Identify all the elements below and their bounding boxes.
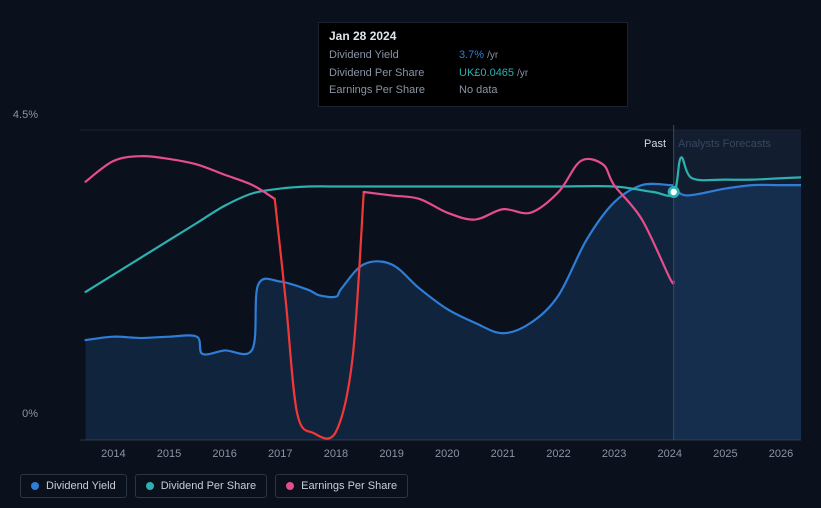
- legend-label: Dividend Yield: [46, 480, 116, 492]
- tooltip-value: No data: [459, 82, 501, 100]
- x-tick-label: 2024: [658, 448, 682, 460]
- tooltip-title: Jan 28 2024: [329, 29, 617, 43]
- x-tick-label: 2023: [602, 448, 626, 460]
- legend-dot-icon: [31, 482, 39, 490]
- tooltip-row: Dividend Yield3.7%/yr: [329, 47, 617, 65]
- legend-label: Earnings Per Share: [301, 480, 397, 492]
- tooltip-unit: /yr: [517, 68, 528, 79]
- x-tick-label: 2017: [268, 448, 292, 460]
- legend-dot-icon: [146, 482, 154, 490]
- tooltip-row: Earnings Per ShareNo data: [329, 82, 617, 100]
- tooltip-key: Dividend Per Share: [329, 65, 459, 83]
- x-tick-label: 2019: [379, 448, 403, 460]
- legend-dot-icon: [286, 482, 294, 490]
- tooltip-value: UK£0.0465/yr: [459, 65, 528, 83]
- legend-item[interactable]: Dividend Per Share: [135, 474, 267, 498]
- x-tick-label: 2025: [713, 448, 737, 460]
- x-tick-label: 2018: [324, 448, 348, 460]
- x-tick-label: 2014: [101, 448, 125, 460]
- x-tick-label: 2021: [491, 448, 515, 460]
- x-tick-label: 2015: [157, 448, 181, 460]
- tooltip-row: Dividend Per ShareUK£0.0465/yr: [329, 65, 617, 83]
- legend-label: Dividend Per Share: [161, 480, 256, 492]
- tooltip-unit: /yr: [487, 50, 498, 61]
- legend-item[interactable]: Earnings Per Share: [275, 474, 408, 498]
- hover-tooltip: Jan 28 2024 Dividend Yield3.7%/yrDividen…: [318, 22, 628, 107]
- x-tick-label: 2020: [435, 448, 459, 460]
- tooltip-value: 3.7%/yr: [459, 47, 498, 65]
- tooltip-key: Earnings Per Share: [329, 82, 459, 100]
- legend: Dividend Yield Dividend Per Share Earnings…: [20, 474, 408, 498]
- x-tick-label: 2016: [212, 448, 236, 460]
- tooltip-key: Dividend Yield: [329, 47, 459, 65]
- x-tick-label: 2022: [546, 448, 570, 460]
- x-tick-label: 2026: [769, 448, 793, 460]
- legend-item[interactable]: Dividend Yield: [20, 474, 127, 498]
